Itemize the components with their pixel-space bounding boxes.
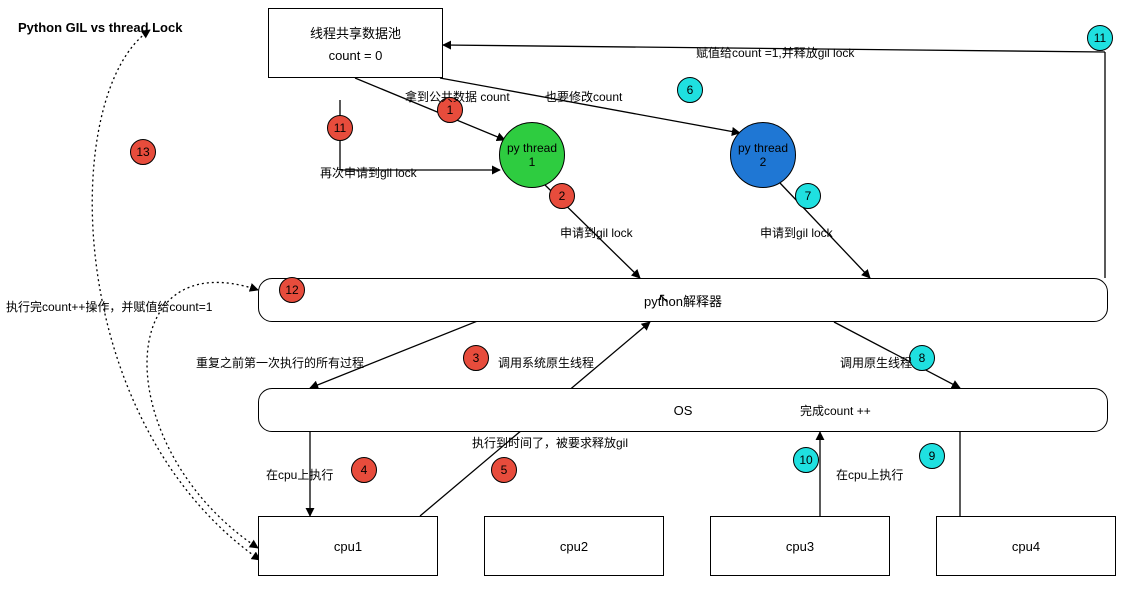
step-circle-s6: 6 — [677, 77, 703, 103]
label-get-count: 拿到公共数据 count — [405, 88, 510, 105]
label-repeat-process: 重复之前第一次执行的所有过程 — [196, 354, 364, 371]
step-circle-s7: 7 — [795, 183, 821, 209]
label-exec-assign: 执行完count++操作，并赋值给count=1 — [6, 298, 212, 315]
thread-2-node: py thread 2 — [730, 122, 796, 188]
step-circle-s5: 5 — [491, 457, 517, 483]
label-apply-gil-2: 申请到gil lock — [760, 224, 833, 241]
label-call-native-thread: 调用原生线程 — [840, 354, 912, 371]
label-on-cpu-1: 在cpu上执行 — [266, 466, 333, 483]
label-modify-count: 也要修改count — [545, 88, 622, 105]
step-circle-s11: 11 — [1087, 25, 1113, 51]
step-circle-s13: 13 — [130, 139, 156, 165]
step-circle-s3: 3 — [463, 345, 489, 371]
diagram-canvas: Python GIL vs thread Lock 线程共享数据池 count … — [0, 0, 1126, 613]
step-circle-s8: 8 — [909, 345, 935, 371]
step-circle-s2: 2 — [549, 183, 575, 209]
label-reapply-gil: 再次申请到gil lock — [320, 164, 417, 181]
pool-count: count = 0 — [329, 48, 383, 63]
box-shared-pool: 线程共享数据池 count = 0 — [268, 8, 443, 78]
label-count-pp: 完成count ++ — [800, 402, 871, 419]
thread-1-label: py thread 1 — [507, 141, 557, 170]
step-circle-s10: 10 — [793, 447, 819, 473]
label-on-cpu-2: 在cpu上执行 — [836, 466, 903, 483]
cpu1-label: cpu1 — [334, 539, 362, 554]
interp-label: python解释器 — [644, 291, 722, 310]
step-circle-s4: 4 — [351, 457, 377, 483]
label-assign-release: 赋值给count =1,并释放gil lock — [696, 44, 854, 61]
diagram-title: Python GIL vs thread Lock — [18, 20, 182, 35]
pool-title: 线程共享数据池 — [310, 23, 401, 42]
box-os: OS — [258, 388, 1108, 432]
box-cpu2: cpu2 — [484, 516, 664, 576]
step-circle-s9: 9 — [919, 443, 945, 469]
box-python-interpreter: python解释器 — [258, 278, 1108, 322]
cpu3-label: cpu3 — [786, 539, 814, 554]
box-cpu1: cpu1 — [258, 516, 438, 576]
label-apply-gil-1: 申请到gil lock — [560, 224, 633, 241]
step-circle-s12: 12 — [279, 277, 305, 303]
cpu2-label: cpu2 — [560, 539, 588, 554]
mouse-cursor-icon: ↖ — [658, 290, 670, 307]
thread-2-label: py thread 2 — [738, 141, 788, 170]
thread-1-node: py thread 1 — [499, 122, 565, 188]
cpu4-label: cpu4 — [1012, 539, 1040, 554]
step-circle-s11b: 11 — [327, 115, 353, 141]
box-cpu3: cpu3 — [710, 516, 890, 576]
label-timeout-release: 执行到时间了，被要求释放gil — [472, 434, 628, 451]
label-call-sys-thread: 调用系统原生线程 — [498, 354, 594, 371]
os-label: OS — [674, 403, 693, 418]
box-cpu4: cpu4 — [936, 516, 1116, 576]
